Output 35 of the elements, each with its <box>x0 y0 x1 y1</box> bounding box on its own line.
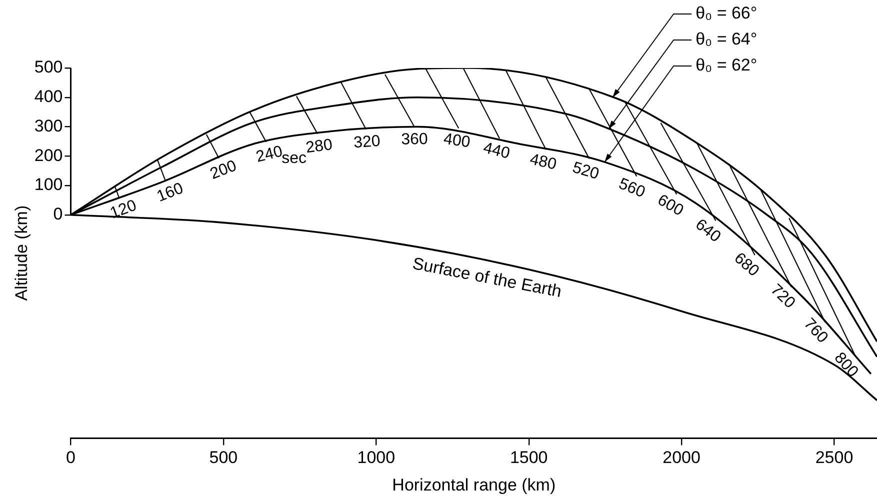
annotation: 800 <box>830 349 862 381</box>
annotation: 200 <box>208 157 240 183</box>
annotation: 320 <box>353 132 382 152</box>
annotation: 280 <box>304 136 334 157</box>
annotation: 680 <box>730 250 762 280</box>
annotation: 600 <box>654 192 686 220</box>
annotation: 720 <box>767 281 798 312</box>
text: Surface of the Earth <box>411 254 564 302</box>
x-tick-label: 500 <box>209 448 238 468</box>
y-tick-label: 300 <box>34 116 63 136</box>
text: θ₀ = 62° <box>696 56 758 75</box>
x-tick-label: 0 <box>66 448 76 468</box>
x-axis-title: Horizontal range (km) <box>392 475 556 494</box>
y-tick-label: 0 <box>53 204 63 224</box>
annotation: 760 <box>800 315 831 347</box>
y-tick-label: 400 <box>34 87 63 106</box>
annotation: 440 <box>481 140 512 163</box>
y-tick-label: 500 <box>34 58 63 77</box>
x-tick-label: 1500 <box>510 448 548 468</box>
annotation: 400 <box>442 130 472 152</box>
annotation: 640 <box>692 216 724 246</box>
y-tick-label: 100 <box>34 175 63 194</box>
annotation: sec <box>282 150 307 168</box>
annotation: 360 <box>401 130 428 148</box>
annotation: 480 <box>528 151 558 174</box>
annotation: 160 <box>154 180 186 206</box>
y-tick-label: 200 <box>34 146 63 165</box>
annotation: 520 <box>570 159 601 184</box>
y-axis-title: Altitude (km) <box>12 205 31 301</box>
text: θ₀ = 66° <box>696 4 758 23</box>
x-tick-label: 2000 <box>662 448 700 468</box>
annotation: 560 <box>616 175 648 202</box>
x-tick-label: 2500 <box>815 448 854 468</box>
x-tick-label: 1000 <box>357 448 396 468</box>
text: θ₀ = 64° <box>696 30 758 49</box>
